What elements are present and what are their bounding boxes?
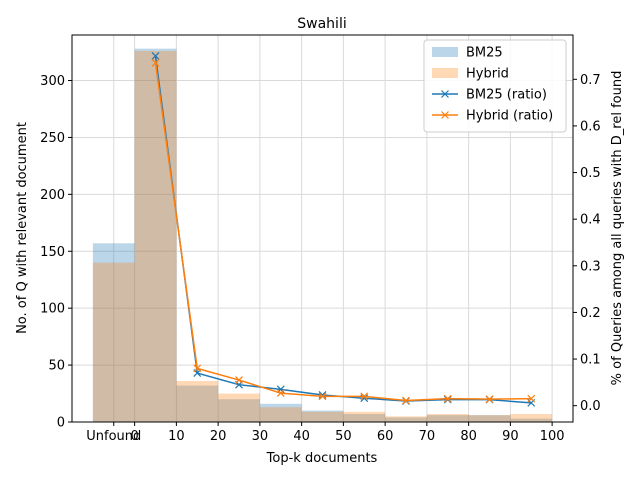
y-right-tick-label-2: 0.2 bbox=[580, 306, 601, 321]
ratio-lines bbox=[151, 52, 536, 407]
bar-hybrid-8 bbox=[426, 414, 469, 422]
marker-bm25-ratio-0 bbox=[151, 52, 160, 60]
legend-label-hybrid-ratio: Hybrid (ratio) bbox=[466, 109, 553, 124]
marker-hybrid-ratio-0 bbox=[151, 59, 160, 67]
bar-hybrid-9 bbox=[468, 415, 511, 422]
marker-hybrid-ratio-5 bbox=[360, 392, 369, 401]
y-axis-title-right: % of Queries among all queries with D_re… bbox=[610, 71, 625, 386]
marker-bm25-ratio-7 bbox=[443, 395, 452, 404]
y-right-tick-label-5: 0.5 bbox=[580, 166, 601, 181]
legend-label-bm25: BM25 bbox=[466, 46, 503, 61]
legend-label-hybrid: Hybrid bbox=[466, 67, 509, 82]
legend-marker-bm25-ratio bbox=[441, 90, 449, 98]
legend-swatch-hybrid bbox=[432, 68, 458, 78]
bar-bm25-3 bbox=[218, 399, 260, 422]
bar-hybrid-1 bbox=[134, 50, 177, 422]
marker-hybrid-ratio-6 bbox=[402, 396, 410, 405]
y-right-tick-label-6: 0.6 bbox=[580, 119, 601, 134]
x-tick-label-4: 30 bbox=[252, 429, 269, 444]
legend-marker-hybrid-ratio bbox=[441, 111, 449, 119]
y-right-tick-label-3: 0.3 bbox=[580, 259, 601, 274]
y-axis-title-left: No. of Q with relevant document bbox=[15, 122, 30, 334]
y-left-tick-label-0: 0 bbox=[57, 416, 65, 431]
y-left-tick-label-2: 100 bbox=[40, 302, 65, 317]
y-left-tick-label-5: 250 bbox=[40, 131, 65, 146]
chart-title: Swahili bbox=[297, 16, 346, 32]
marker-hybrid-ratio-2 bbox=[235, 376, 243, 384]
y-right-tick-label-4: 0.4 bbox=[580, 213, 601, 228]
bar-bm25-5 bbox=[301, 410, 344, 422]
bar-bm25-2 bbox=[176, 385, 219, 422]
bar-bm25-4 bbox=[259, 403, 302, 422]
bar-bm25-6 bbox=[343, 414, 386, 422]
x-tick-label-7: 60 bbox=[377, 429, 394, 444]
x-tick-label-3: 20 bbox=[210, 429, 227, 444]
legend: BM25 Hybrid BM25 (ratio) Hybrid (ratio) bbox=[423, 39, 567, 133]
x-tick-label-1: 0 bbox=[130, 429, 138, 444]
x-axis-title: Top-k documents bbox=[266, 451, 378, 466]
x-tick-label-0: Unfound bbox=[86, 429, 141, 444]
y-left-tick-label-6: 300 bbox=[40, 74, 65, 89]
y-right-tick-label-0: 0.0 bbox=[580, 399, 601, 414]
bar-bm25-10 bbox=[510, 418, 553, 422]
y-right-tick-label-7: 0.7 bbox=[580, 73, 601, 88]
y-right-tick-label-1: 0.1 bbox=[580, 353, 601, 368]
marker-hybrid-ratio-1 bbox=[193, 364, 202, 373]
bar-bm25-9 bbox=[468, 415, 511, 422]
marker-hybrid-ratio-7 bbox=[443, 394, 452, 403]
marker-bm25-ratio-4 bbox=[318, 391, 327, 399]
legend-label-bm25-ratio: BM25 (ratio) bbox=[466, 88, 547, 103]
legend-swatch-bm25 bbox=[432, 47, 458, 57]
x-tick-label-2: 10 bbox=[168, 429, 185, 444]
bar-hybrid-10 bbox=[510, 414, 553, 422]
line-hybrid-ratio bbox=[154, 62, 532, 402]
y-left-tick-label-1: 50 bbox=[48, 359, 65, 374]
marker-hybrid-ratio-8 bbox=[485, 395, 494, 404]
x-tick-label-11: 100 bbox=[540, 429, 565, 444]
x-tick-label-10: 90 bbox=[502, 429, 519, 444]
legend-box bbox=[423, 39, 567, 133]
bar-bm25-0 bbox=[92, 243, 135, 422]
bar-hybrid-2 bbox=[176, 381, 219, 422]
x-tick-label-8: 70 bbox=[419, 429, 436, 444]
bar-hybrid-6 bbox=[343, 411, 386, 422]
bar-hybrid-3 bbox=[218, 393, 260, 422]
y-left-tick-label-3: 150 bbox=[40, 245, 65, 260]
x-tick-label-6: 50 bbox=[335, 429, 352, 444]
marker-hybrid-ratio-9 bbox=[527, 394, 536, 403]
x-tick-label-5: 40 bbox=[293, 429, 310, 444]
bar-hybrid-7 bbox=[385, 416, 427, 422]
bar-hybrid-0 bbox=[92, 262, 135, 422]
y-left-tick-label-4: 200 bbox=[40, 188, 65, 203]
x-tick-label-9: 80 bbox=[460, 429, 477, 444]
bars bbox=[92, 48, 553, 423]
bar-bm25-8 bbox=[426, 415, 469, 422]
bar-hybrid-4 bbox=[259, 407, 302, 422]
bar-hybrid-5 bbox=[301, 411, 344, 422]
bar-bm25-7 bbox=[385, 417, 427, 422]
marker-hybrid-ratio-4 bbox=[318, 392, 327, 401]
bar-bm25-1 bbox=[134, 48, 177, 423]
plot-frame bbox=[71, 34, 574, 423]
marker-hybrid-ratio-3 bbox=[276, 389, 285, 398]
